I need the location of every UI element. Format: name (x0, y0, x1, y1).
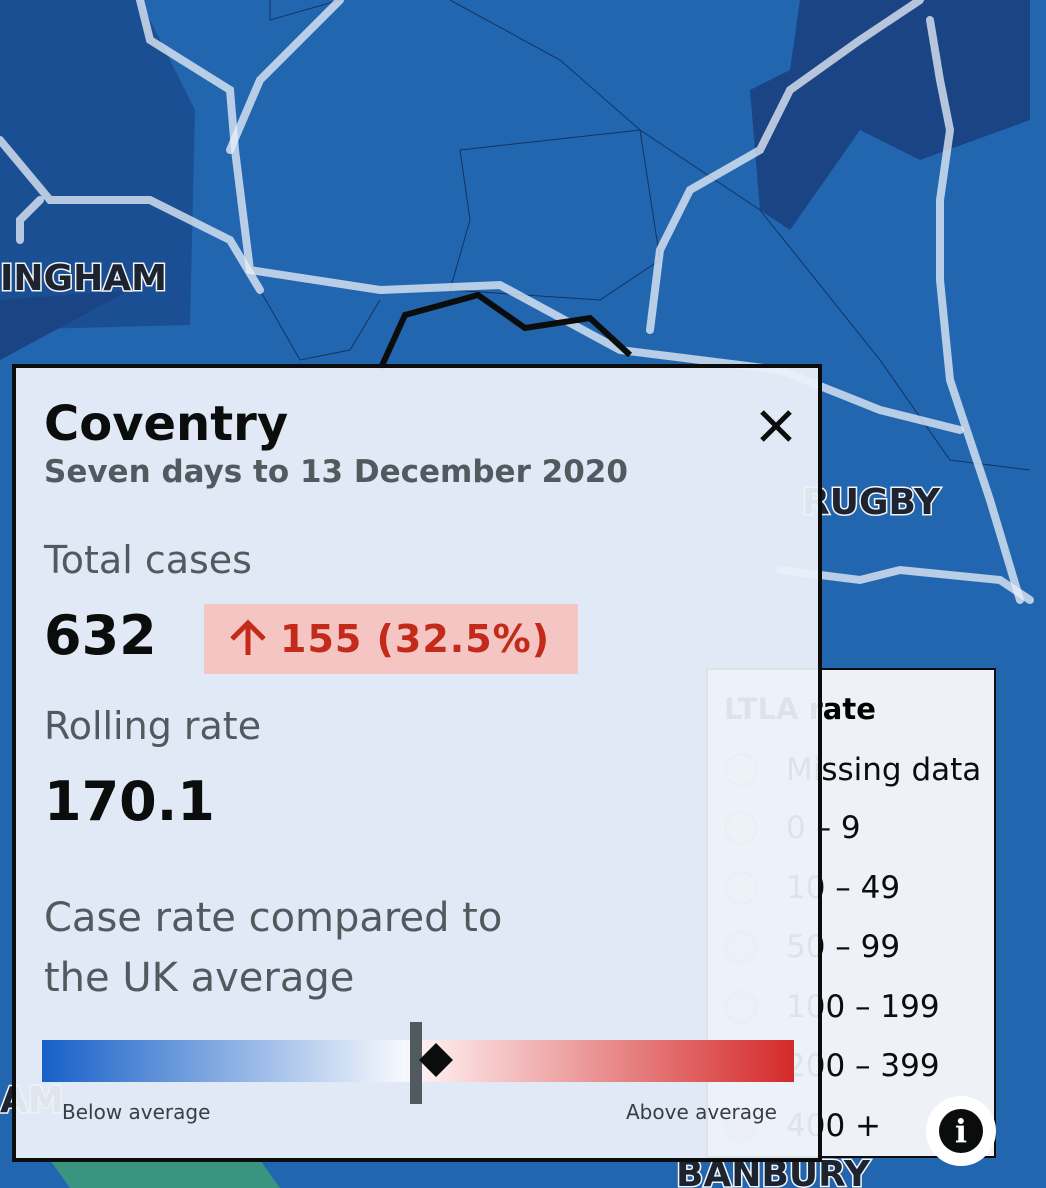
region (750, 0, 1030, 230)
up-arrow (230, 619, 266, 655)
area-popup: Coventry Seven days to 13 December 2020 … (12, 364, 822, 1162)
above-label: Above average (626, 1100, 777, 1124)
rolling-rate-value: 170.1 (44, 770, 215, 833)
info-button[interactable]: i (926, 1096, 996, 1166)
total-cases-value: 632 (44, 604, 157, 667)
region (0, 290, 130, 360)
rolling-rate-label: Rolling rate (44, 704, 262, 748)
change-value: 155 (32.5%) (280, 617, 551, 661)
place-label: INGHAM (0, 258, 167, 299)
below-label: Below average (62, 1100, 211, 1124)
close-button[interactable] (758, 408, 794, 444)
info-icon: i (939, 1109, 983, 1153)
region (50, 1160, 280, 1188)
popup-subtitle: Seven days to 13 December 2020 (44, 454, 628, 490)
coventry-boundary (377, 291, 633, 372)
total-cases-label: Total cases (44, 538, 252, 582)
change-badge: 155 (32.5%) (204, 604, 578, 674)
popup-title: Coventry (44, 396, 289, 452)
average-marker (410, 1022, 422, 1104)
comparison-label: Case rate compared to the UK average (44, 895, 503, 1001)
place-label: RUGBY (802, 482, 941, 523)
region (0, 0, 195, 330)
